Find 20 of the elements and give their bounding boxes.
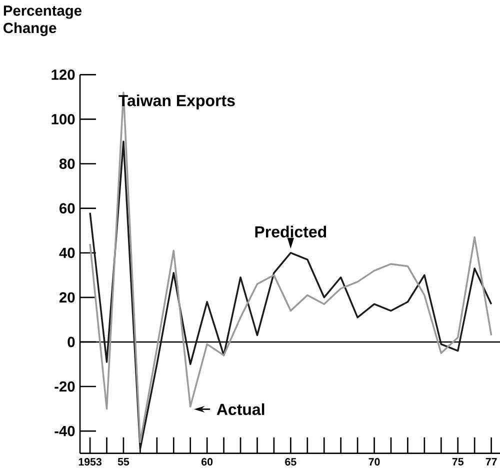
series-label: Predicted xyxy=(255,226,326,238)
x-tick-label: 1953 xyxy=(78,458,102,466)
x-tick-label: 70 xyxy=(368,458,380,466)
x-tick-label: 77 xyxy=(486,458,497,466)
y-tick-label: 80 xyxy=(59,158,75,170)
text: Taiwan Exports xyxy=(118,94,235,110)
x-tick-label: 65 xyxy=(285,458,296,466)
series-label: Actual xyxy=(216,404,264,416)
x-tick-label: 55 xyxy=(118,458,130,466)
x-tick-label: 75 xyxy=(452,458,464,466)
y-tick-label: 60 xyxy=(60,203,75,214)
y-tick-label: 40 xyxy=(59,248,75,258)
y-tick-label: 100 xyxy=(52,114,75,125)
y-tick-label: -20 xyxy=(54,381,75,392)
y-tick-label: 120 xyxy=(52,70,75,80)
y-tick-label: -40 xyxy=(54,426,75,436)
y-axis-title: Percentage Change xyxy=(4,6,82,36)
y-tick-label: 0 xyxy=(68,336,75,348)
x-tick-label: 60 xyxy=(202,458,213,466)
y-tick-label: 20 xyxy=(59,292,75,303)
